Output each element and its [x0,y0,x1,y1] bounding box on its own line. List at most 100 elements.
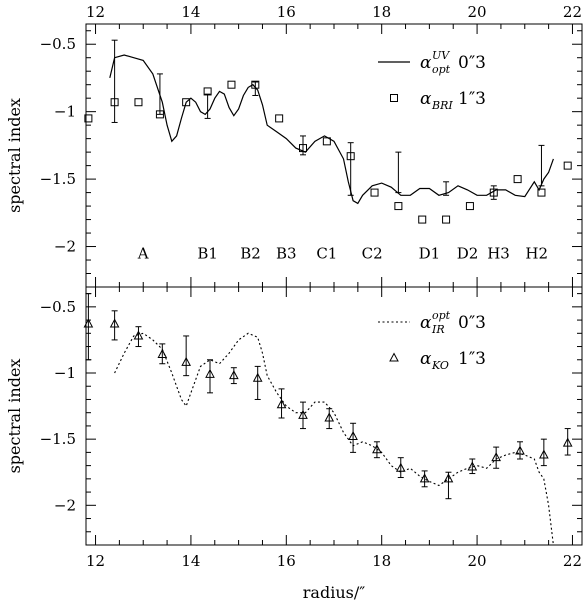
ko-data-point [276,399,287,409]
opt-ir-model-line [114,332,554,546]
region-label: A [137,244,149,262]
legend-resolution: 1″3 [458,349,486,369]
bri-data-point [442,215,451,224]
bri-data-point [84,114,93,123]
bri-data-point [134,98,143,107]
legend-label: αopt IR 0″3 [420,309,486,336]
bri-data-point [513,175,522,184]
x-tick-label-top: 14 [181,3,200,21]
y-tick-label: −2 [54,496,76,514]
ko-data-point [562,437,573,447]
bri-data-point [563,161,572,170]
legend-greek: α [420,313,432,333]
x-tick-label-top: 16 [277,3,296,21]
legend-label: αUV opt 0″3 [420,49,486,76]
y-tick-label: −2 [54,238,76,256]
legend-square-symbol [390,94,398,102]
legend-subscript: opt [432,63,451,76]
x-tick-label-top: 22 [563,3,582,21]
y-axis-title: spectral index [5,359,24,474]
x-tick-label: 18 [372,552,391,570]
bri-data-point [370,188,379,197]
x-tick-label-top: 20 [468,3,487,21]
y-tick-label: −0.5 [40,298,76,316]
bri-data-point [251,80,260,89]
bri-data-point [227,80,236,89]
y-tick-label: −1.5 [40,430,76,448]
bottom-panel: 12 14 16 18 20 22 −0.5 −1 −1.5 −2 spectral index ra… [5,286,583,602]
bri-data-point [489,188,498,197]
x-tick-label: 14 [181,552,200,570]
x-tick-label-top: 12 [86,3,105,21]
ko-data-point [252,372,263,382]
x-tick-label: 20 [468,552,487,570]
legend-greek: α [420,89,432,109]
bri-data-point [346,152,355,161]
region-label: B1 [197,244,218,262]
region-label: B2 [240,244,261,262]
legend-subscript: KO [431,359,449,372]
region-label: B3 [276,244,297,262]
bri-data-point [394,202,403,211]
ko-data-point [372,444,382,454]
legend-greek: α [420,53,432,73]
x-tick-label: 16 [277,552,296,570]
ko-data-point [157,348,168,358]
y-axis-title: spectral index [5,98,24,213]
top-panel: 12 14 16 18 20 22 −0.5 −1 −1.5 −2 spectral index A B… [5,3,583,288]
region-label: C2 [362,244,383,262]
ko-data-point [298,409,308,419]
bri-data-point [299,144,307,153]
bri-data-point [110,98,119,107]
ko-data-point [324,412,335,422]
uv-opt-model-line [109,54,554,205]
x-tick-label: 22 [563,552,582,570]
region-label: H3 [487,244,510,262]
legend-resolution: 0″3 [458,53,486,73]
bri-data-point [155,110,164,119]
legend-superscript: opt [432,309,451,322]
plot-frame [85,286,583,546]
ko-data-point [83,318,94,328]
ko-data-point [181,356,191,366]
y-tick-label: −0.5 [40,35,76,53]
legend-resolution: 1″3 [458,89,486,109]
ko-data-point [133,330,144,340]
ko-data-point [419,473,430,483]
region-label: D1 [419,244,441,262]
ko-data-point [491,452,501,462]
bri-data-point [203,87,212,96]
y-tick-label: −1.5 [40,170,76,188]
ko-data-point [539,449,549,459]
region-label: D2 [457,244,479,262]
legend-triangle-symbol [389,352,399,362]
bri-data-point [182,98,191,107]
bri-data-point [465,202,474,211]
legend-label: αBRI 1″3 [420,89,486,112]
bri-data-point [275,114,284,123]
ko-data-point [395,462,406,472]
legend-subscript: IR [431,323,445,336]
x-axis-title: radius/″ [303,583,365,602]
x-tick-label: 12 [86,552,105,570]
bri-data-point [322,137,331,146]
x-tick-label-top: 18 [372,3,391,21]
ko-data-point [515,445,525,455]
legend-label: αKO 1″3 [420,349,486,372]
legend-subscript: BRI [431,99,453,112]
bri-data-point [418,215,427,224]
bri-data-point [537,188,546,197]
legend-resolution: 0″3 [458,313,486,333]
y-tick-label: −1 [54,364,76,382]
legend-superscript: UV [432,49,450,62]
legend-greek: α [420,349,432,369]
region-label: H2 [525,244,548,262]
y-tick-label: −1 [54,103,76,121]
ko-data-point [205,368,215,378]
ko-data-point [467,461,478,471]
ko-data-point [443,473,454,483]
ko-data-point [109,318,120,328]
ko-data-point [348,430,358,441]
ko-data-point [229,370,239,380]
